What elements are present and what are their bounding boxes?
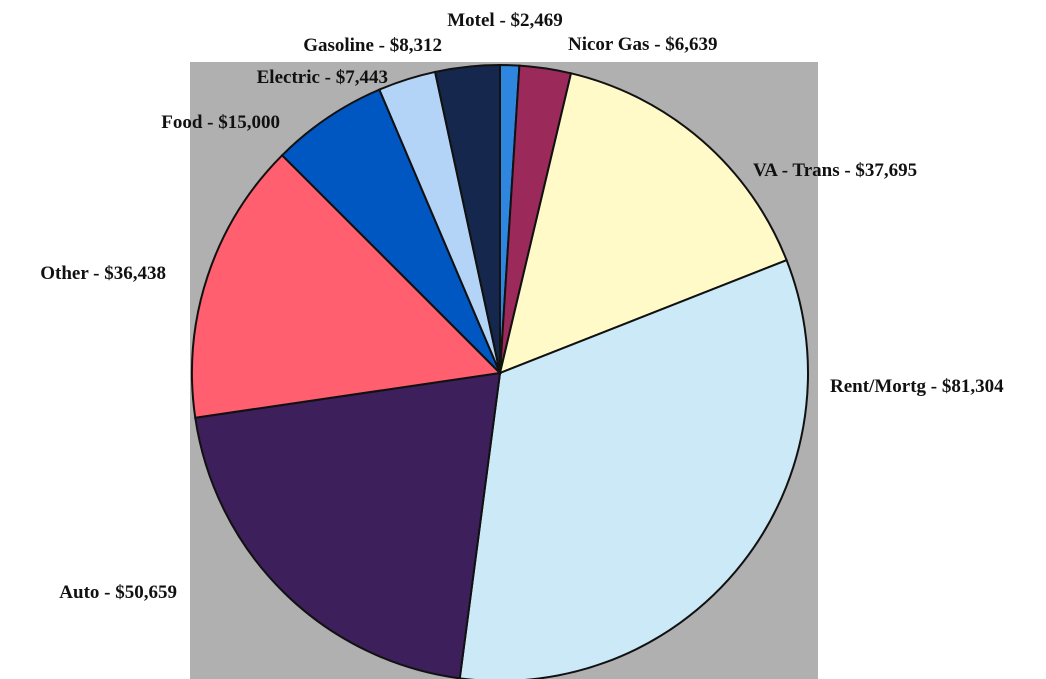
slice-label-nicor-gas: Nicor Gas - $6,639 (568, 34, 718, 55)
pie-slice-gasoline (433, 63, 501, 374)
slice-label-va-trans: VA - Trans - $37,695 (753, 160, 917, 181)
slice-label-other: Other - $36,438 (40, 263, 166, 284)
slice-label-electric: Electric - $7,443 (257, 67, 388, 88)
slice-label-auto: Auto - $50,659 (59, 582, 177, 603)
slice-label-motel: Motel - $2,469 (447, 10, 563, 31)
slice-label-rent-mortg: Rent/Mortg - $81,304 (830, 376, 1004, 397)
slice-label-gasoline: Gasoline - $8,312 (303, 35, 442, 56)
slice-labels: Motel - $2,469 Nicor Gas - $6,639 VA - T… (40, 10, 1004, 603)
pie-slice-auto (194, 371, 502, 679)
pie-slice-food (280, 88, 501, 374)
pie-slice-other (191, 153, 503, 419)
pie-slices (191, 63, 810, 679)
slice-label-food: Food - $15,000 (161, 112, 280, 133)
pie-slice-va-trans (498, 72, 788, 375)
pie-slice-rent-mortg (458, 258, 810, 679)
